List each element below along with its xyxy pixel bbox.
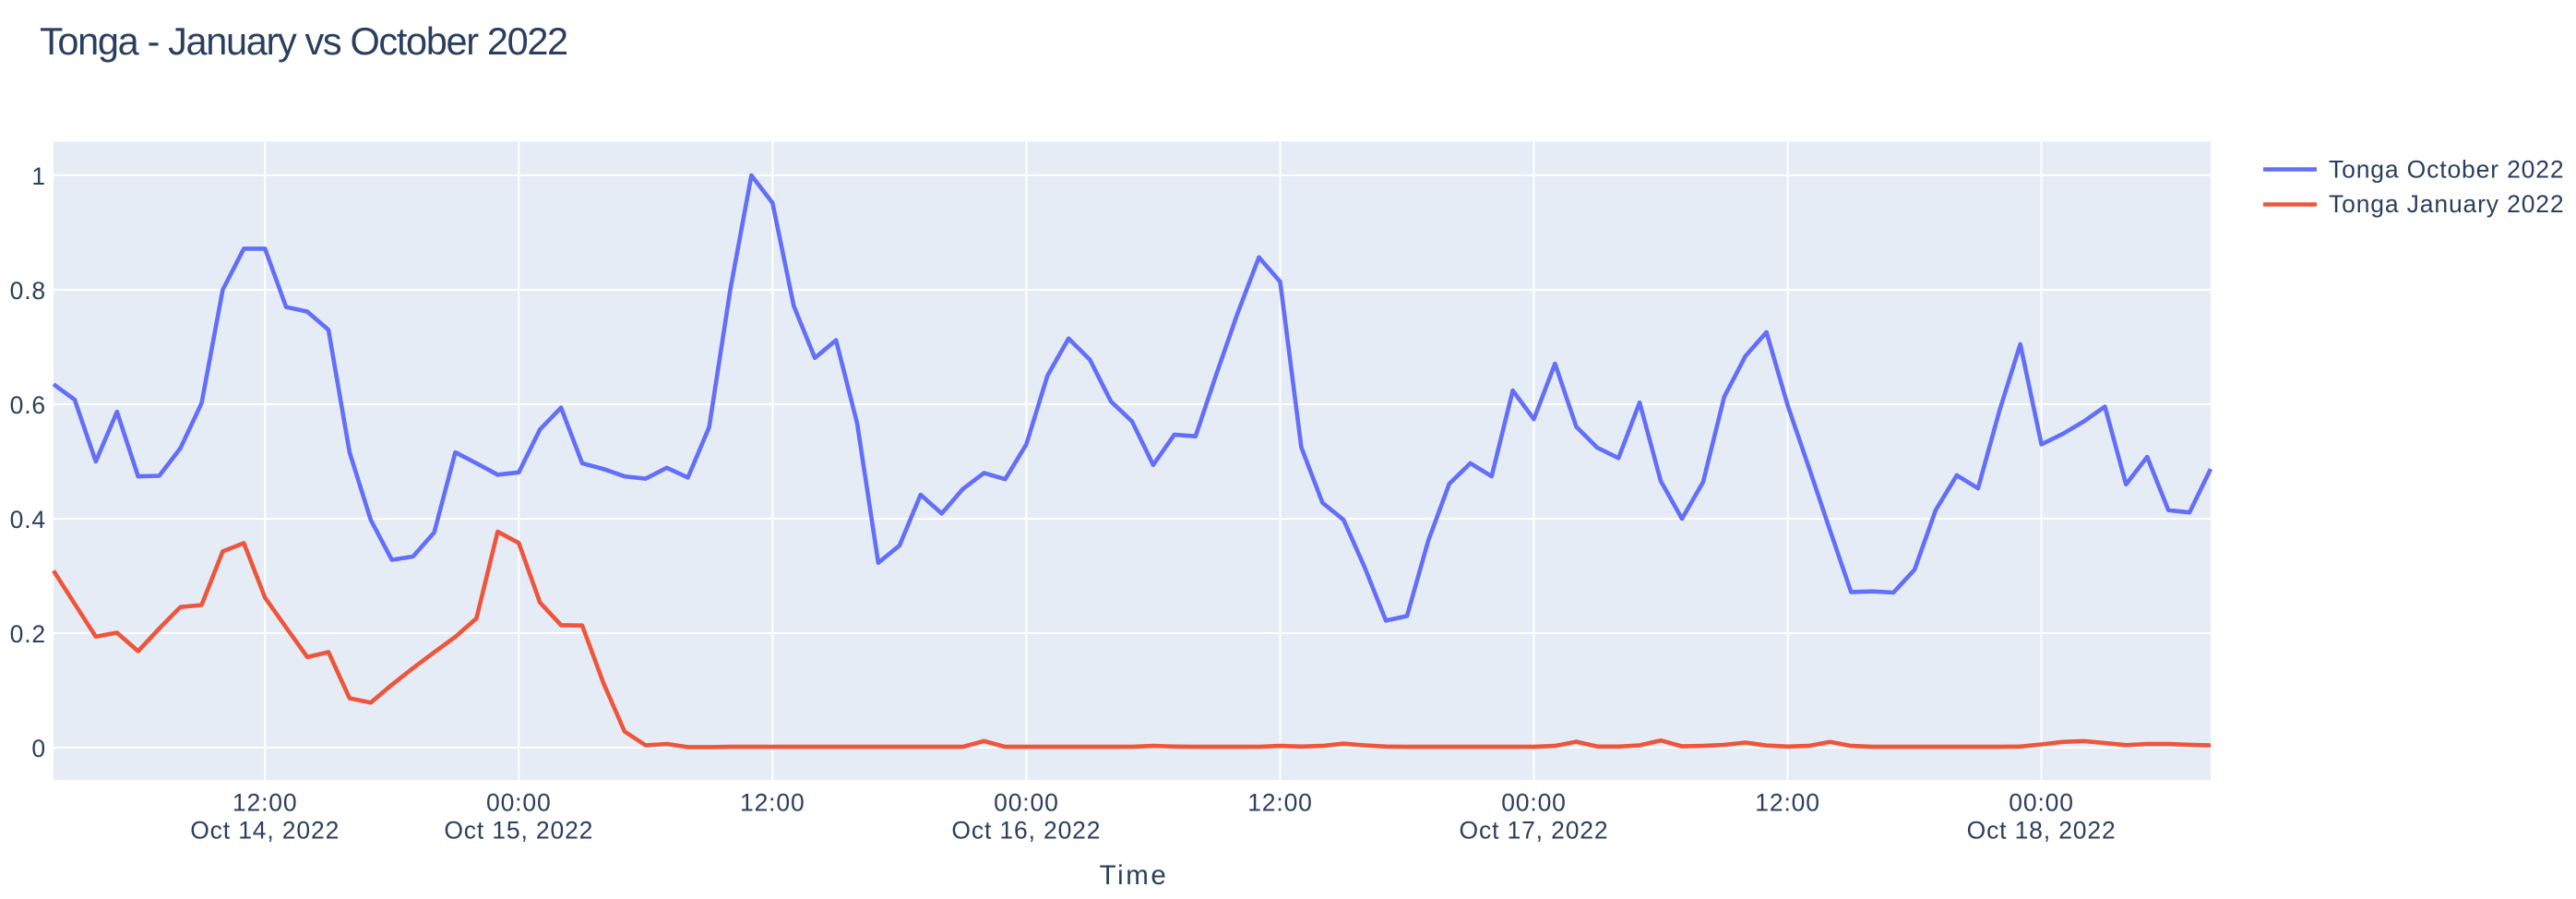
svg-text:Tonga October 2022: Tonga October 2022 — [2329, 156, 2564, 184]
svg-text:00:00: 00:00 — [486, 789, 552, 817]
svg-text:Oct 18, 2022: Oct 18, 2022 — [1967, 817, 2117, 845]
svg-text:1: 1 — [31, 162, 46, 190]
svg-text:12:00: 12:00 — [1247, 789, 1313, 817]
svg-text:Oct 17, 2022: Oct 17, 2022 — [1460, 817, 1609, 845]
svg-text:0.4: 0.4 — [10, 506, 46, 533]
svg-text:12:00: 12:00 — [233, 789, 298, 817]
svg-text:0.2: 0.2 — [10, 620, 46, 648]
svg-text:Tonga - January vs October 202: Tonga - January vs October 2022 — [40, 19, 567, 63]
svg-text:00:00: 00:00 — [994, 789, 1059, 817]
svg-text:Tonga January 2022: Tonga January 2022 — [2329, 190, 2564, 218]
svg-text:12:00: 12:00 — [740, 789, 805, 817]
svg-text:Oct 16, 2022: Oct 16, 2022 — [951, 817, 1101, 845]
svg-text:Oct 15, 2022: Oct 15, 2022 — [444, 817, 593, 845]
svg-text:0: 0 — [31, 735, 46, 762]
svg-text:Time: Time — [1100, 860, 1169, 891]
svg-text:12:00: 12:00 — [1755, 789, 1820, 817]
svg-text:00:00: 00:00 — [1501, 789, 1567, 817]
svg-text:0.8: 0.8 — [10, 277, 46, 305]
svg-text:Oct 14, 2022: Oct 14, 2022 — [190, 817, 340, 845]
svg-text:0.6: 0.6 — [10, 391, 46, 419]
svg-text:00:00: 00:00 — [2009, 789, 2074, 817]
